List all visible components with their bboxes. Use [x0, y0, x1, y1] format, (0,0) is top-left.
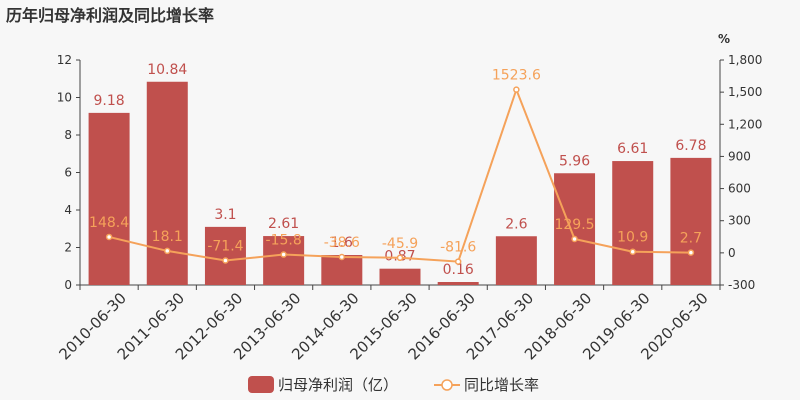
- right-axis-tick-label: 0: [728, 246, 736, 260]
- left-axis-tick-label: 10: [57, 91, 72, 105]
- right-axis-tick-label: 1,500: [728, 85, 762, 99]
- right-axis-tick-label: 1,800: [728, 53, 762, 67]
- bar-value-label: 2.61: [268, 216, 299, 232]
- bar-value-label: 3.1: [214, 207, 236, 223]
- bar: [146, 81, 188, 285]
- bar-value-label: 6.61: [617, 141, 648, 157]
- growth-point: [396, 254, 404, 262]
- bar: [88, 112, 130, 285]
- growth-value-label: 18.1: [152, 229, 183, 245]
- growth-value-label: 1523.6: [492, 68, 541, 84]
- bar: [670, 157, 712, 285]
- bar-value-label: 6.78: [675, 138, 706, 154]
- growth-value-label: 129.5: [554, 217, 594, 233]
- growth-value-label: -38.6: [324, 235, 360, 251]
- bar: [263, 236, 305, 285]
- left-axis-tick-label: 2: [64, 241, 72, 255]
- growth-point: [222, 257, 229, 264]
- bar-value-label: 2.6: [505, 216, 527, 232]
- growth-value-label: -45.9: [382, 236, 418, 252]
- left-axis-tick-label: 6: [64, 166, 72, 180]
- growth-value-label: 2.7: [680, 231, 702, 247]
- right-axis-tick-label: 300: [728, 214, 751, 228]
- growth-point: [687, 249, 695, 256]
- growth-point: [629, 248, 636, 255]
- legend-line-label: 同比增长率: [464, 376, 539, 394]
- growth-point: [571, 235, 578, 243]
- chart-title: 历年归母净利润及同比增长率: [6, 6, 215, 25]
- bar: [554, 173, 596, 285]
- growth-point: [280, 251, 287, 258]
- growth-value-label: 10.9: [617, 230, 648, 246]
- bar: [495, 236, 537, 285]
- right-axis-unit-label: %: [718, 32, 730, 46]
- left-axis-tick-label: 8: [64, 128, 72, 142]
- bar: [437, 282, 479, 285]
- growth-point: [454, 258, 462, 265]
- left-axis-tick-label: 4: [64, 203, 72, 217]
- bar: [204, 226, 246, 285]
- growth-value-label: -71.4: [207, 239, 243, 255]
- left-axis-tick-label: 12: [57, 53, 72, 67]
- right-axis-tick-label: 900: [728, 149, 751, 163]
- legend-bar-swatch: [248, 376, 274, 393]
- left-axis-tick-label: 0: [64, 278, 72, 292]
- bar-value-label: 10.84: [147, 62, 187, 78]
- growth-point: [105, 233, 113, 241]
- growth-value-label: 148.4: [89, 215, 129, 231]
- bar-value-label: 5.96: [559, 153, 590, 169]
- right-axis-tick-label: -300: [728, 278, 755, 292]
- growth-point: [164, 247, 171, 255]
- growth-value-label: -81.6: [440, 240, 476, 256]
- growth-value-label: -15.8: [266, 233, 302, 249]
- legend-bar-label: 归母净利润（亿）: [278, 376, 398, 394]
- right-axis-tick-label: 1,200: [728, 117, 762, 131]
- growth-point: [338, 253, 346, 261]
- growth-point: [513, 86, 520, 93]
- bar-value-label: 0.16: [443, 262, 474, 278]
- bar: [612, 161, 654, 285]
- bar-value-label: 9.18: [94, 93, 125, 109]
- bar: [379, 268, 421, 285]
- legend-line-marker: [441, 379, 453, 391]
- bar-value-label: 1.6: [331, 235, 353, 251]
- right-axis-tick-label: 600: [728, 182, 751, 196]
